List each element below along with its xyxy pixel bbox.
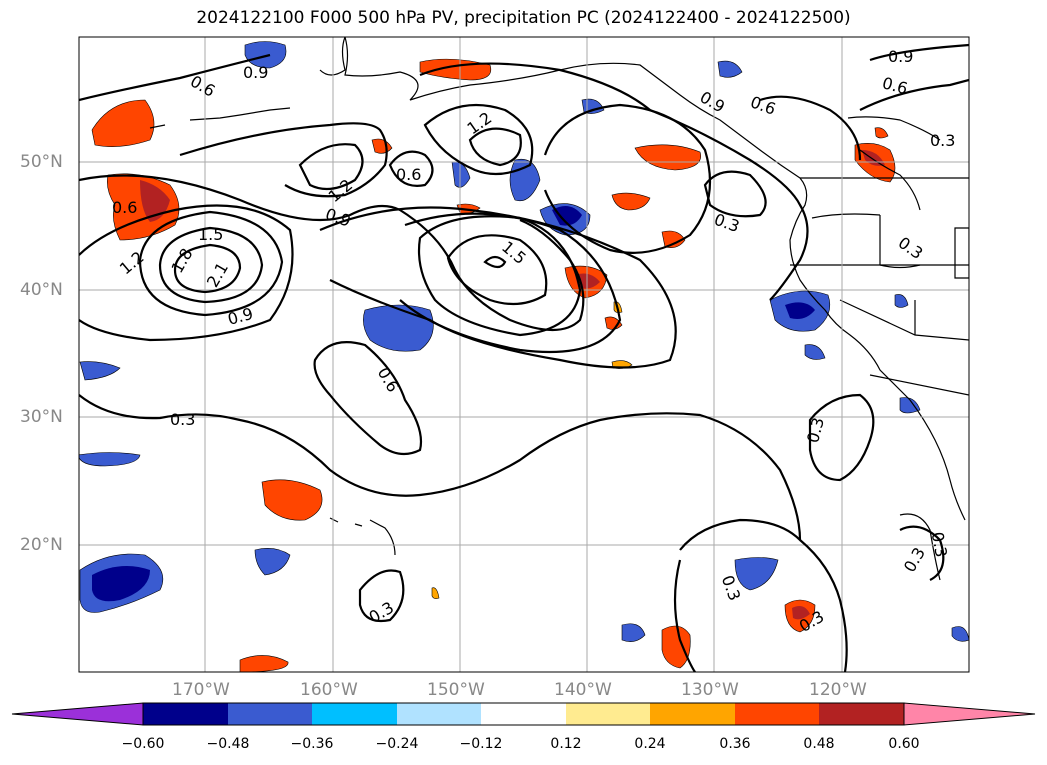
contour-label: 0.6	[396, 165, 421, 184]
colorbar	[11, 702, 1036, 726]
colorbar-cell	[481, 703, 566, 725]
contour-label: 0.3	[170, 410, 195, 429]
precip-blob	[621, 623, 646, 642]
contour-label: 0.3	[928, 530, 951, 558]
colorbar-tick: 0.36	[719, 736, 751, 752]
colorbar-cell	[735, 703, 819, 725]
map-title: 2024122100 F000 500 hPa PV, precipitatio…	[196, 8, 851, 28]
precip-blob	[874, 127, 889, 139]
precip-blob	[894, 294, 909, 308]
colorbar-cell	[228, 703, 312, 725]
precip-blob	[734, 557, 779, 591]
precip-blob	[661, 230, 686, 248]
precip-blob	[91, 99, 155, 147]
colorbar-tick: −0.48	[206, 736, 250, 752]
contour-label: 0.9	[888, 47, 913, 66]
contour-label: 1.5	[198, 225, 223, 244]
colorbar-cell	[397, 703, 481, 725]
colorbar-tick: 0.24	[634, 736, 666, 752]
colorbar-cell	[819, 703, 904, 725]
colorbar-tick: 0.12	[550, 736, 582, 752]
contour-label: 0.9	[243, 63, 268, 82]
precip-blob	[717, 60, 743, 78]
contour-label: 0.3	[930, 131, 955, 150]
precip-blob	[634, 144, 702, 171]
colorbar-tick: −0.12	[459, 736, 503, 752]
colorbar-cell	[566, 703, 650, 725]
precip-blob	[254, 548, 291, 576]
precip-blob	[261, 479, 323, 521]
lon-label: 140°W	[554, 680, 612, 700]
precip-blob	[79, 361, 121, 381]
coastlines	[149, 37, 969, 581]
lon-label: 130°W	[681, 680, 739, 700]
precip-blob	[244, 41, 287, 69]
precip-blob	[804, 344, 826, 360]
plot-frame	[78, 36, 970, 673]
colorbar-cell	[650, 703, 735, 725]
colorbar-cell	[143, 703, 228, 725]
lon-label: 150°W	[427, 680, 485, 700]
lat-label: 30°N	[20, 407, 63, 427]
lon-label: 170°W	[172, 680, 230, 700]
precip-blob	[431, 587, 440, 599]
lon-label: 120°W	[809, 680, 867, 700]
precip-blob	[611, 192, 651, 211]
colorbar-cell	[312, 703, 397, 725]
colorbar-tick: 0.60	[888, 736, 920, 752]
lat-label: 20°N	[20, 535, 63, 555]
lat-label: 40°N	[20, 280, 63, 300]
precip-blob	[79, 452, 141, 467]
precip-blob	[604, 316, 623, 330]
lon-label: 160°W	[300, 680, 358, 700]
contour-label: 0.6	[112, 198, 137, 217]
colorbar-extend-low	[11, 702, 144, 726]
colorbar-tick: 0.48	[803, 736, 835, 752]
colorbar-tick: −0.36	[290, 736, 334, 752]
lat-label: 50°N	[20, 152, 63, 172]
colorbar-extend-high	[903, 702, 1036, 726]
colorbar-tick: −0.60	[121, 736, 165, 752]
pv-contours	[79, 43, 969, 672]
colorbar-tick: −0.24	[375, 736, 419, 752]
